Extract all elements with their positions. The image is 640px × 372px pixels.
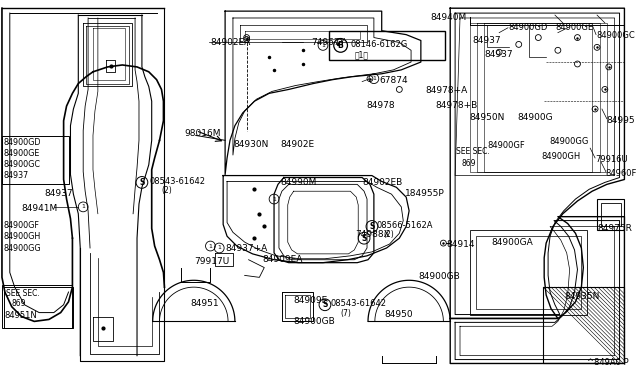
Text: 84900GD: 84900GD — [508, 23, 547, 32]
Text: 08566-5162A: 08566-5162A — [377, 221, 433, 230]
Text: 84937: 84937 — [4, 171, 29, 180]
Text: 1: 1 — [321, 43, 325, 48]
Text: (2): (2) — [383, 230, 394, 239]
Text: 84900GC: 84900GC — [4, 160, 41, 169]
Bar — [329, 31, 445, 60]
Text: 84935N: 84935N — [564, 292, 600, 301]
Text: 84930N: 84930N — [233, 140, 268, 149]
Text: （1）: （1） — [355, 50, 368, 59]
Text: 84960F: 84960F — [606, 169, 637, 178]
Text: 84900GE: 84900GE — [4, 149, 40, 158]
Text: 84900GD: 84900GD — [4, 138, 42, 147]
Text: 84902EA: 84902EA — [211, 38, 251, 46]
Text: 1: 1 — [81, 204, 85, 209]
Bar — [476, 236, 581, 309]
Text: 84990M: 84990M — [280, 177, 316, 186]
Text: 84900GF: 84900GF — [488, 141, 525, 150]
Text: 74988X: 74988X — [355, 230, 390, 239]
Text: S: S — [323, 300, 328, 309]
Text: B: B — [338, 41, 344, 50]
Bar — [543, 287, 625, 363]
Text: 84941M: 84941M — [22, 204, 58, 213]
Text: 84995: 84995 — [607, 116, 636, 125]
Text: 84909E: 84909E — [294, 296, 328, 305]
Text: S: S — [140, 178, 145, 187]
Text: 84900GB: 84900GB — [418, 272, 460, 282]
Text: 08543-61642: 08543-61642 — [331, 299, 387, 308]
Text: 84978+A: 84978+A — [426, 87, 468, 96]
Text: SEE SEC.: SEE SEC. — [456, 147, 490, 156]
Text: 84937: 84937 — [484, 50, 513, 59]
Text: 84900GE: 84900GE — [555, 23, 593, 32]
Text: S: S — [369, 222, 374, 231]
Bar — [2, 285, 72, 328]
Text: 84950N: 84950N — [470, 113, 505, 122]
Text: 84951N: 84951N — [4, 311, 36, 320]
Text: 74967Y: 74967Y — [311, 38, 345, 46]
Text: (2): (2) — [161, 186, 172, 195]
Text: 84937: 84937 — [44, 189, 73, 198]
Text: 1: 1 — [272, 196, 276, 202]
Text: 84900GA: 84900GA — [492, 238, 533, 247]
Text: 84937: 84937 — [473, 36, 501, 45]
Text: 84900GG: 84900GG — [549, 137, 588, 147]
Text: SEE SEC.: SEE SEC. — [6, 289, 40, 298]
Text: 84978+B: 84978+B — [436, 101, 478, 110]
Text: 08543-61642: 08543-61642 — [150, 177, 205, 186]
Text: 84900G: 84900G — [518, 113, 554, 122]
Text: 67874: 67874 — [380, 76, 408, 85]
Text: 84900GG: 84900GG — [4, 244, 42, 253]
Text: 84950: 84950 — [385, 310, 413, 319]
Text: S: S — [362, 234, 367, 243]
Bar — [597, 199, 625, 230]
Text: 84909EA: 84909EA — [262, 255, 303, 264]
Text: 184955P: 184955P — [405, 189, 445, 198]
Text: 98016M: 98016M — [184, 129, 221, 138]
Text: 84975R: 84975R — [597, 224, 632, 232]
Text: 84900GB: 84900GB — [294, 317, 335, 326]
Text: 1: 1 — [218, 246, 221, 250]
Text: 1: 1 — [209, 244, 212, 248]
Text: 84900GF: 84900GF — [4, 221, 40, 230]
Text: 1: 1 — [372, 76, 376, 81]
Text: 869: 869 — [12, 299, 26, 308]
Text: 79917U: 79917U — [194, 257, 229, 266]
Text: 869: 869 — [462, 159, 476, 168]
Text: 84940M: 84940M — [431, 13, 467, 22]
Text: 84902EB: 84902EB — [362, 177, 403, 186]
Text: 84900GH: 84900GH — [4, 232, 41, 241]
Text: ^849A0 P: ^849A0 P — [588, 357, 629, 367]
Text: 84937+A: 84937+A — [225, 244, 268, 253]
Text: 84900GC: 84900GC — [596, 31, 635, 40]
Bar — [2, 137, 68, 185]
Text: 84900GH: 84900GH — [541, 152, 580, 161]
Text: 84914: 84914 — [446, 240, 475, 249]
Text: 84902E: 84902E — [280, 140, 314, 149]
Bar — [601, 203, 621, 227]
Bar — [470, 230, 588, 315]
Text: 79916U: 79916U — [595, 155, 628, 164]
Text: 84978: 84978 — [366, 101, 395, 110]
Text: (7): (7) — [340, 309, 351, 318]
Text: 08146-6162G: 08146-6162G — [350, 41, 408, 49]
Text: 84951: 84951 — [191, 299, 220, 308]
